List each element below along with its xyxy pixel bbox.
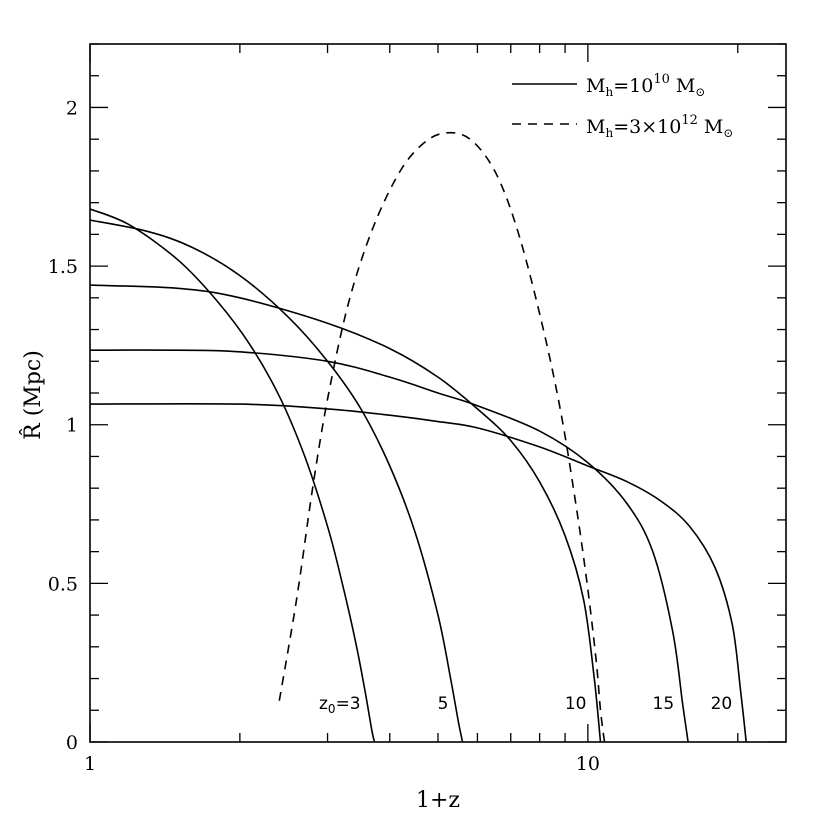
series-z0-5 <box>89 219 464 743</box>
tick-labels: 1 10 0 0.5 1 1.5 2 <box>48 97 600 775</box>
curve-label-z0-3: z0=3 <box>319 694 361 716</box>
x-tick-label: 1 <box>84 753 96 775</box>
curve-label-z0-10: 10 <box>565 694 587 714</box>
series-layer <box>89 131 747 743</box>
y-tick-label: 1.5 <box>48 256 78 278</box>
curve-label-z0-5: 5 <box>438 694 449 714</box>
curve-label-z0-15: 15 <box>653 694 675 714</box>
series-z0-10 <box>89 284 602 743</box>
series-z0-20 <box>89 402 747 743</box>
y-axis-title: R̂ (Mpc) <box>20 350 46 440</box>
curve-labels: z0=3 5 10 15 20 <box>319 694 732 716</box>
x-axis-title: 1+z <box>416 788 460 813</box>
series-z0-3 <box>89 208 376 743</box>
legend-dashed-label: Mh=3×1012 M⊙ <box>586 113 733 140</box>
legend: Mh=1010 M⊙ Mh=3×1012 M⊙ <box>512 72 733 140</box>
y-tick-label: 0.5 <box>48 573 78 595</box>
y-tick-label: 2 <box>66 97 78 119</box>
x-tick-label: 10 <box>576 753 600 775</box>
curve-label-z0-20: 20 <box>711 694 733 714</box>
axis-ticks <box>89 43 786 743</box>
y-tick-label: 0 <box>66 732 78 754</box>
legend-solid-label: Mh=1010 M⊙ <box>586 72 705 99</box>
series-dashed-mh-3e12 <box>278 131 606 743</box>
series-z0-15 <box>89 349 689 743</box>
y-tick-label: 1 <box>66 415 78 437</box>
